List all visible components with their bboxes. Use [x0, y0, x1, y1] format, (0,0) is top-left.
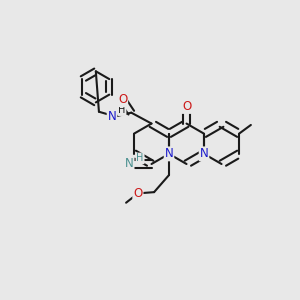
- Text: N: N: [165, 147, 173, 161]
- Text: N: N: [125, 158, 134, 170]
- Text: H: H: [136, 153, 144, 164]
- Text: O: O: [133, 187, 142, 200]
- Text: O: O: [118, 93, 127, 106]
- Text: N: N: [200, 147, 208, 161]
- Text: N: N: [108, 110, 116, 123]
- Text: O: O: [182, 100, 191, 113]
- Text: H: H: [118, 105, 126, 115]
